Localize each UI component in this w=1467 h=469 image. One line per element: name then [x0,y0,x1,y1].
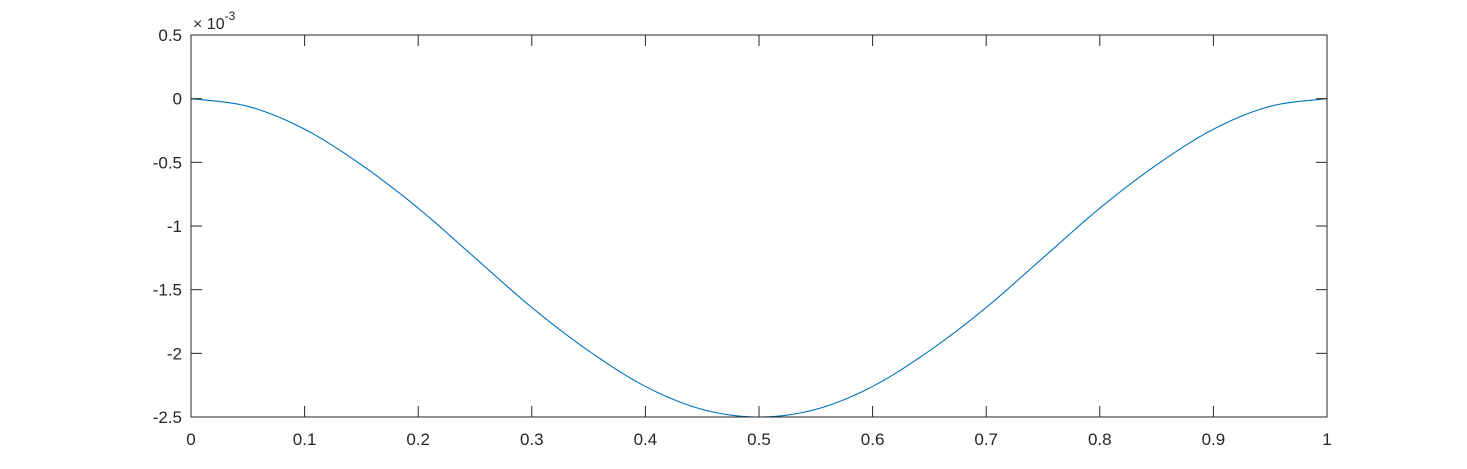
x-tick-label: 0.2 [406,430,430,449]
y-tick-label: -2.5 [153,408,182,427]
y-tick-label: -0.5 [153,153,182,172]
x-tick-label: 0.5 [747,430,771,449]
x-tick-label: 0 [186,430,195,449]
axes-background [191,35,1327,417]
x-axis-ticks: 0 0.1 0.2 0.3 0.4 0.5 0.6 0.7 0.8 0.9 1 [186,35,1332,449]
y-tick-label: -1 [167,217,182,236]
x-tick-label: 0.1 [293,430,317,449]
y-tick-label: 0 [173,90,182,109]
x-tick-label: 1 [1322,430,1331,449]
x-tick-label: 0.9 [1202,430,1226,449]
y-tick-label: -2 [167,344,182,363]
x-tick-label: 0.6 [861,430,885,449]
x-tick-label: 0.7 [974,430,998,449]
x-tick-label: 0.3 [520,430,544,449]
y-axis-ticks: 0.5 0 -0.5 -1 -1.5 -2 -2.5 [153,26,1327,427]
y-tick-label: 0.5 [158,26,182,45]
x-tick-label: 0.8 [1088,430,1112,449]
y-multiplier-label: × 10-3 [193,9,236,33]
y-tick-label: -1.5 [153,281,182,300]
x-tick-label: 0.4 [634,430,658,449]
